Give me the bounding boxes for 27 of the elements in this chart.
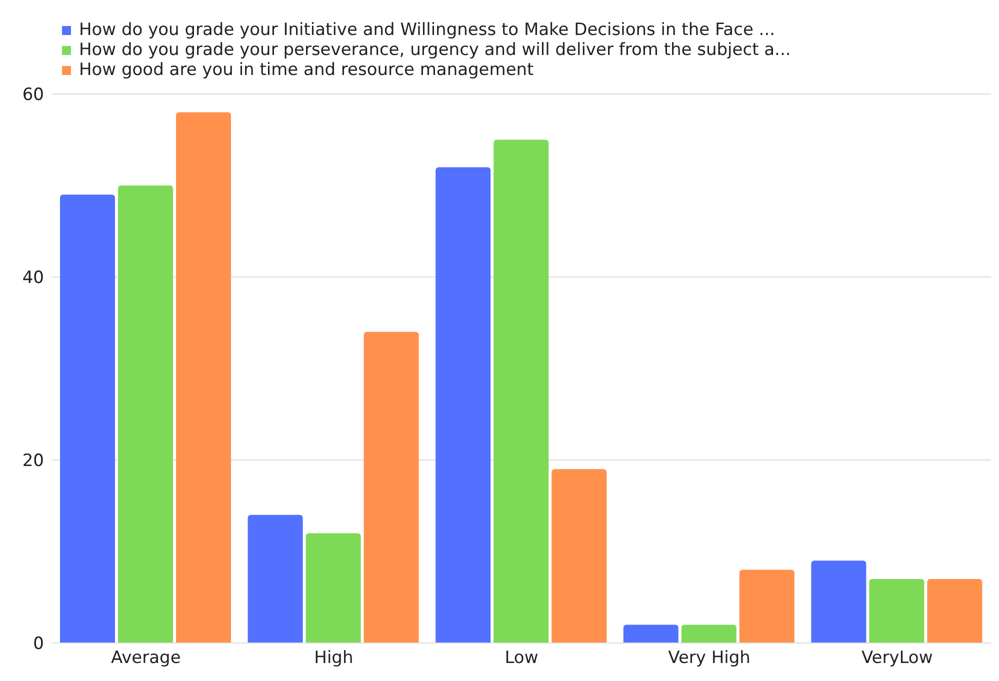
bar: [552, 469, 607, 643]
bar: [60, 194, 115, 643]
y-tick-label: 20: [22, 451, 44, 472]
x-tick-label: Average: [110, 648, 181, 668]
bar: [118, 186, 173, 643]
y-tick-label: 0: [33, 634, 44, 654]
bar: [494, 140, 549, 643]
y-tick-label: 40: [22, 268, 44, 288]
x-tick-label: VeryLow: [861, 648, 933, 668]
x-tick-label: Very High: [668, 648, 750, 668]
legend-label: How do you grade your perseverance, urgency and will deliver from the subject a...: [78, 40, 792, 60]
x-tick-label: Low: [504, 648, 538, 668]
bar: [927, 578, 982, 643]
bar: [623, 624, 678, 643]
bar: [811, 560, 866, 643]
bar: [176, 112, 231, 643]
bar: [306, 533, 361, 643]
bar: [739, 570, 794, 643]
bar: [681, 624, 736, 643]
bar: [436, 167, 491, 643]
bar: [869, 578, 924, 643]
bar: [364, 332, 419, 643]
bar: [248, 514, 303, 643]
legend-label: How good are you in time and resource management: [78, 60, 535, 80]
y-tick-label: 60: [22, 85, 44, 106]
legend-label: How do you grade your Initiative and Willingness to Make Decisions in the Face ...: [78, 20, 776, 40]
x-tick-label: High: [314, 648, 354, 668]
